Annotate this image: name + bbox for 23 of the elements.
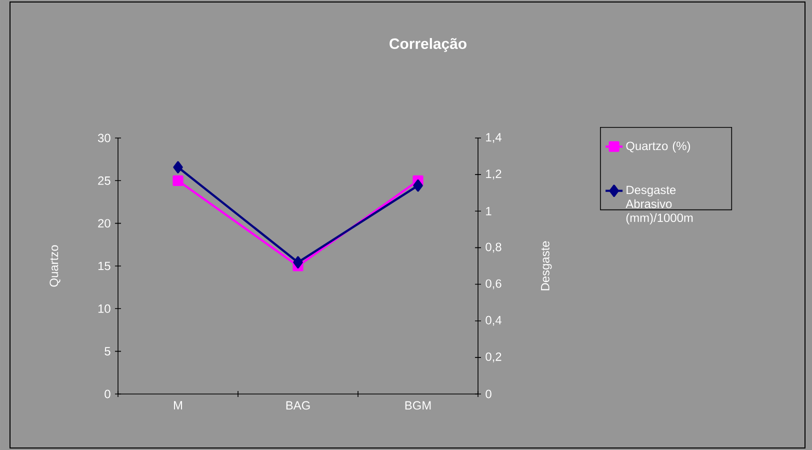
y-tick-label: 30	[98, 134, 110, 142]
y2-tick-label: 1	[486, 207, 492, 216]
y-tick-label: 10	[98, 304, 110, 313]
legend-label: Desgaste Abrasivo (mm)/1000m	[626, 186, 693, 224]
y-tick-label: 15	[98, 262, 110, 270]
y-axis-title: Quartzo	[50, 245, 60, 287]
y-tick-label: 0	[104, 390, 110, 398]
chart-title: Correlação	[390, 38, 466, 52]
y2-axis-title: Desgaste	[541, 241, 552, 290]
y2-tick-label: 0	[486, 390, 492, 398]
y2-tick-label: 0,6	[486, 279, 502, 290]
y2-tick-label: 1,2	[486, 170, 502, 180]
y2-tick-label: 1,4	[486, 133, 502, 143]
x-tick-label: BGM	[405, 401, 431, 410]
y-tick-label: 20	[98, 219, 110, 228]
y-tick-label: 5	[104, 347, 110, 356]
x-tick-label: BAG	[286, 401, 310, 410]
y2-tick-label: 0,8	[486, 242, 502, 253]
legend-label: Quartzo (%)	[626, 141, 690, 153]
y-tick-label: 25	[98, 176, 110, 185]
y2-tick-label: 0,2	[486, 352, 502, 362]
y2-tick-label: 0,4	[486, 316, 502, 326]
x-tick-label: M	[174, 401, 182, 410]
